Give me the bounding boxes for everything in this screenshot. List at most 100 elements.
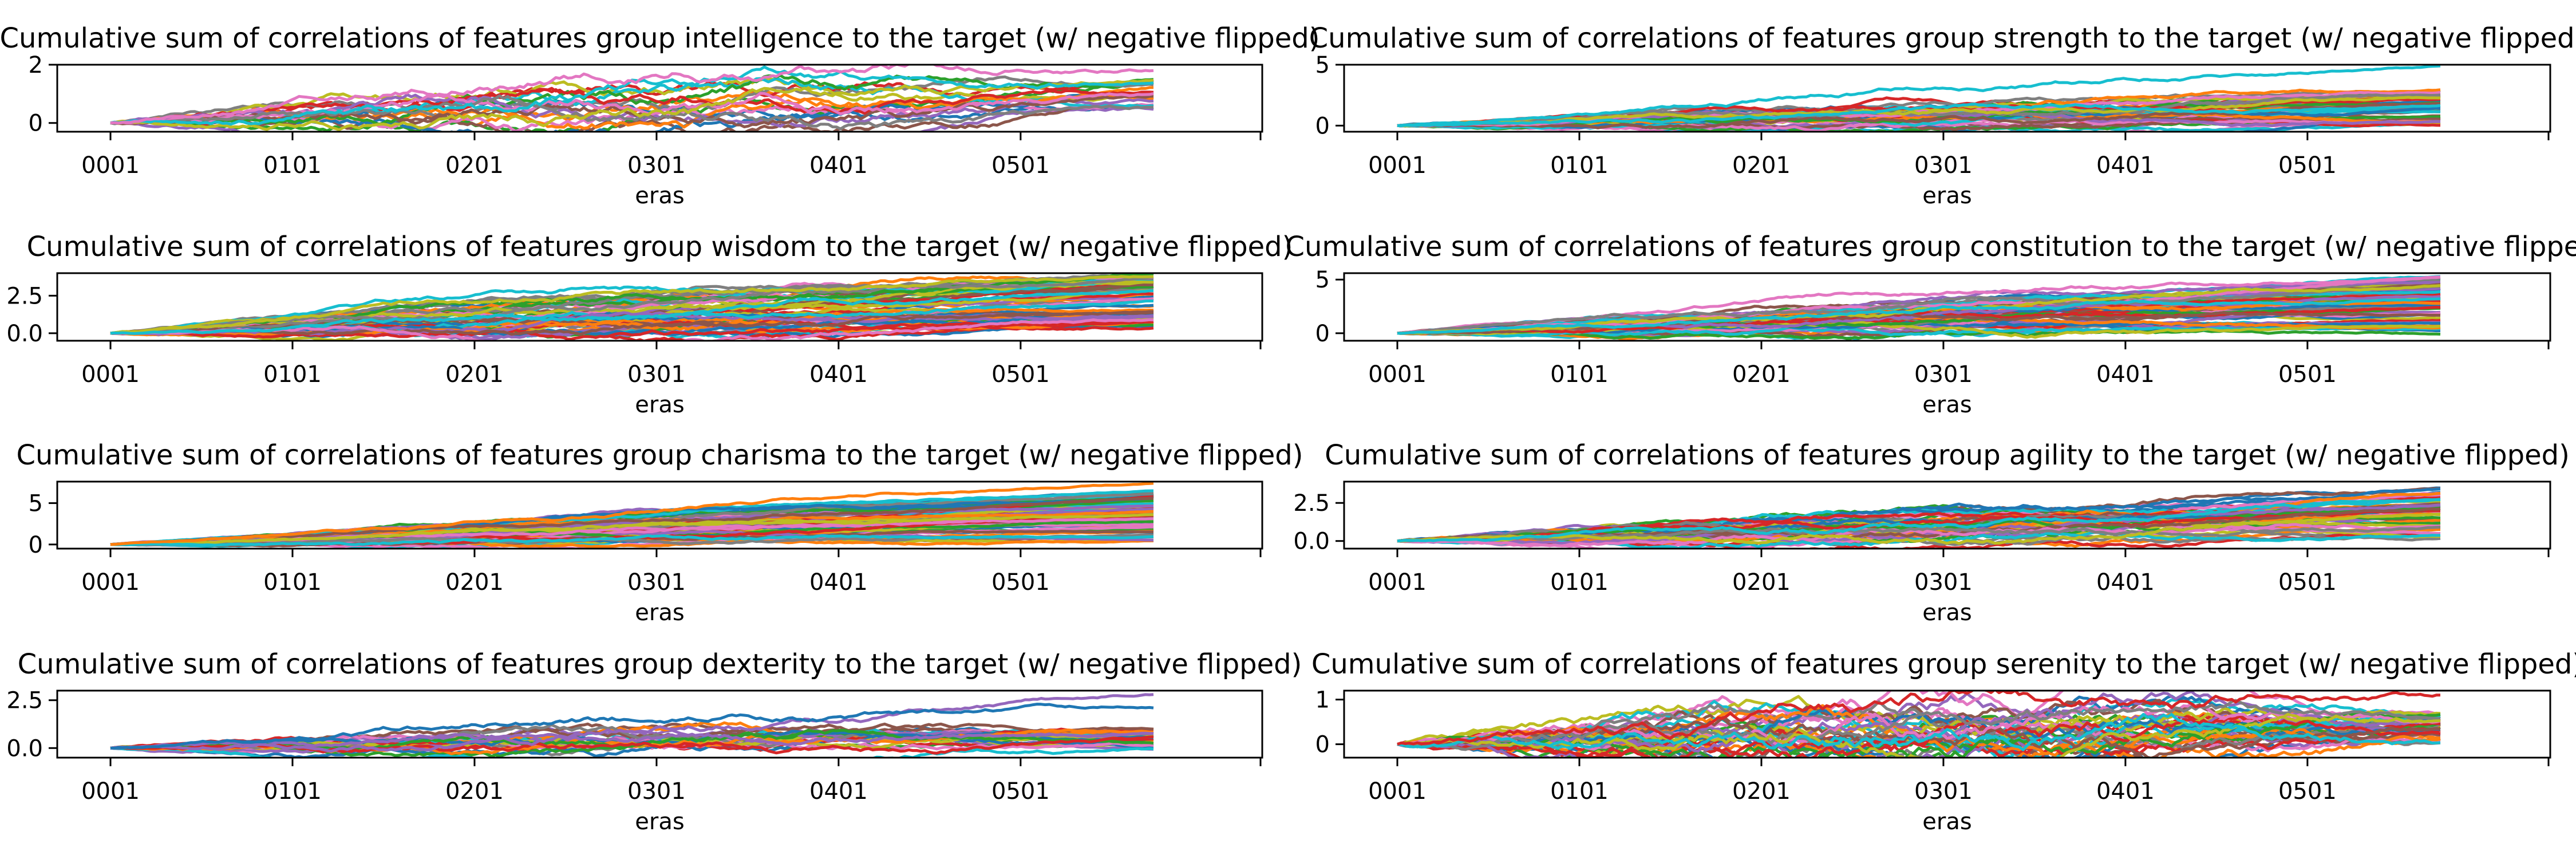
x-tick-label: 0201	[1732, 152, 1791, 179]
subplot-strength: Cumulative sum of correlations of featur…	[1309, 22, 2576, 209]
series-line	[110, 300, 1154, 335]
series-line	[110, 693, 1154, 753]
series-line	[110, 65, 1154, 125]
plot-frame	[56, 64, 1263, 133]
x-tick-label: 0101	[1550, 152, 1609, 179]
y-tick-label: 0	[1315, 732, 1330, 758]
plot-frame	[1343, 480, 2551, 550]
subplot-agility: Cumulative sum of correlations of featur…	[1293, 439, 2569, 626]
y-tick-label: 0	[1315, 321, 1330, 347]
x-axis-label: eras	[635, 809, 684, 835]
subplot-wisdom: Cumulative sum of correlations of featur…	[6, 231, 1293, 418]
chart-title: Cumulative sum of correlations of featur…	[1309, 22, 2576, 54]
series-line	[110, 513, 1154, 546]
x-tick-label: 0201	[445, 778, 504, 805]
x-tick-label: 0401	[2096, 152, 2155, 179]
x-tick-label: 0001	[1368, 778, 1427, 805]
series-line	[110, 734, 1154, 758]
series-line	[1397, 285, 2441, 335]
x-tick-label: 0301	[627, 778, 686, 805]
series-line	[110, 106, 1154, 132]
plot-frame	[56, 689, 1263, 759]
y-tick-label: 5	[29, 491, 43, 517]
x-axis-label: eras	[635, 600, 684, 626]
series-lines	[110, 65, 1154, 132]
series-line	[1397, 297, 2441, 335]
y-tick-label: 0.0	[1293, 529, 1330, 555]
x-tick-label: 0501	[991, 569, 1050, 596]
x-tick-label: 0401	[809, 569, 868, 596]
x-tick-label: 0001	[81, 569, 140, 596]
plot-frame	[1343, 689, 2551, 759]
x-axis-label: eras	[1922, 809, 1971, 835]
y-tick-label: 0	[1315, 113, 1330, 139]
series-line	[1397, 96, 2441, 128]
x-tick-label: 0301	[1914, 361, 1973, 388]
x-tick-label: 0401	[809, 361, 868, 388]
series-line	[1397, 523, 2441, 547]
series-line	[1397, 711, 2441, 758]
series-line	[110, 497, 1153, 546]
x-tick-label: 0301	[627, 152, 686, 179]
x-tick-label: 0101	[1550, 569, 1609, 596]
plot-frame	[56, 480, 1263, 550]
series-lines	[1397, 65, 2441, 132]
series-line	[110, 94, 1154, 131]
x-axis-label: eras	[635, 183, 684, 209]
series-line	[110, 86, 1154, 125]
x-axis-label: eras	[1922, 392, 1971, 418]
y-tick-label: 0	[29, 532, 43, 558]
x-tick-label: 0401	[2096, 778, 2155, 805]
series-line	[110, 94, 1154, 128]
series-lines	[110, 693, 1154, 758]
x-tick-label: 0501	[991, 361, 1050, 388]
chart-title: Cumulative sum of correlations of featur…	[27, 231, 1293, 263]
series-line	[1397, 513, 2440, 545]
x-tick-label: 0101	[1550, 778, 1609, 805]
x-tick-label: 0001	[81, 778, 140, 805]
x-tick-label: 0301	[627, 361, 686, 388]
series-line	[110, 703, 1154, 750]
x-tick-label: 0001	[81, 361, 140, 388]
x-tick-label: 0201	[1732, 778, 1791, 805]
x-tick-label: 0401	[2096, 569, 2155, 596]
x-tick-label: 0301	[627, 569, 686, 596]
series-lines	[1397, 486, 2441, 549]
x-tick-label: 0101	[263, 361, 322, 388]
x-tick-label: 0501	[2278, 361, 2337, 388]
series-lines	[110, 482, 1154, 549]
x-tick-label: 0101	[263, 778, 322, 805]
x-axis-label: eras	[1922, 183, 1971, 209]
x-tick-label: 0201	[1732, 569, 1791, 596]
subplot-serenity: Cumulative sum of correlations of featur…	[1311, 648, 2576, 835]
y-tick-label: 0.0	[6, 321, 43, 347]
x-tick-label: 0001	[1368, 361, 1427, 388]
x-tick-label: 0401	[809, 778, 868, 805]
x-tick-label: 0301	[1914, 152, 1973, 179]
series-line	[110, 275, 1154, 335]
y-tick-label: 2.5	[6, 688, 43, 714]
subplot-charisma: Cumulative sum of correlations of featur…	[16, 439, 1303, 626]
x-tick-label: 0101	[1550, 361, 1609, 388]
series-line	[110, 534, 1154, 547]
chart-title: Cumulative sum of correlations of featur…	[1325, 439, 2570, 471]
x-tick-label: 0401	[809, 152, 868, 179]
series-line	[110, 310, 1154, 336]
x-tick-label: 0501	[991, 778, 1050, 805]
x-tick-label: 0101	[263, 569, 322, 596]
series-line	[110, 79, 1154, 132]
x-tick-label: 0201	[445, 152, 504, 179]
x-tick-label: 0501	[2278, 152, 2337, 179]
series-lines	[1397, 275, 2441, 341]
x-tick-label: 0001	[1368, 152, 1427, 179]
chart-title: Cumulative sum of correlations of featur…	[1311, 648, 2576, 680]
x-tick-label: 0001	[81, 152, 140, 179]
series-line	[110, 731, 1153, 750]
x-tick-label: 0301	[1914, 778, 1973, 805]
chart-title: Cumulative sum of correlations of featur…	[16, 439, 1303, 471]
x-tick-label: 0201	[445, 569, 504, 596]
y-tick-label: 5	[1315, 52, 1330, 78]
series-line	[110, 482, 1154, 546]
y-tick-label: 1	[1315, 687, 1330, 714]
